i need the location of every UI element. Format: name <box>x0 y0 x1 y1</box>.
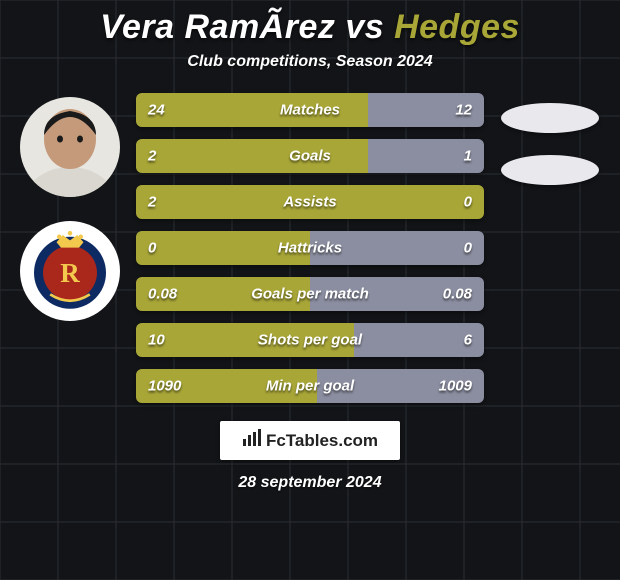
stat-row: 2 Assists 0 <box>136 185 484 219</box>
footer-date: 28 september 2024 <box>238 474 381 492</box>
stat-value-right: 6 <box>464 332 472 349</box>
logo-text: FcTables.com <box>266 431 378 451</box>
comparison-subtitle: Club competitions, Season 2024 <box>0 53 620 71</box>
stat-row: 0.08 Goals per match 0.08 <box>136 277 484 311</box>
stat-row: 10 Shots per goal 6 <box>136 323 484 357</box>
stat-row: 2 Goals 1 <box>136 139 484 173</box>
stat-value-right: 1 <box>464 148 472 165</box>
stat-label: Assists <box>283 194 336 211</box>
stat-value-right: 1009 <box>439 378 472 395</box>
stat-row: 1090 Min per goal 1009 <box>136 369 484 403</box>
stats-column: 24Matches122Goals12Assists00Hattricks00.… <box>130 89 490 403</box>
comparison-title: Vera RamÃ­rez vs Hedges <box>0 8 620 47</box>
stat-row: 0 Hattricks 0 <box>136 231 484 265</box>
main-row: R 24Matches122Goals12Assists00Hattricks0… <box>0 89 620 403</box>
stat-value-right: 0 <box>464 194 472 211</box>
stat-value-right: 0 <box>464 240 472 257</box>
stat-value-right: 12 <box>455 102 472 119</box>
stat-bar-left <box>136 139 368 173</box>
placeholder-ellipse <box>501 155 599 185</box>
stat-label: Matches <box>280 102 340 119</box>
placeholder-ellipse <box>501 103 599 133</box>
stat-value-left: 0.08 <box>148 286 177 303</box>
footer: FcTables.com 28 september 2024 <box>0 421 620 492</box>
fctables-logo[interactable]: FcTables.com <box>220 421 400 460</box>
stat-label: Min per goal <box>266 378 354 395</box>
stat-label: Shots per goal <box>258 332 362 349</box>
stat-value-left: 2 <box>148 148 156 165</box>
ellipses-column <box>490 89 610 207</box>
stat-label: Goals per match <box>251 286 369 303</box>
chart-bars-icon <box>242 429 262 452</box>
content-wrapper: Vera RamÃ­rez vs Hedges Club competition… <box>0 0 620 580</box>
avatars-column: R <box>10 89 130 345</box>
title-player2: Hedges <box>394 8 520 46</box>
stat-value-left: 2 <box>148 194 156 211</box>
stat-label: Hattricks <box>278 240 342 257</box>
player1-avatar <box>20 97 120 197</box>
svg-text:R: R <box>60 258 80 288</box>
stat-value-right: 0.08 <box>443 286 472 303</box>
title-player1: Vera RamÃ­rez vs <box>100 8 394 46</box>
club-crest: R <box>20 221 120 321</box>
stat-value-left: 1090 <box>148 378 181 395</box>
stat-value-left: 24 <box>148 102 165 119</box>
stat-label: Goals <box>289 148 331 165</box>
stat-value-left: 10 <box>148 332 165 349</box>
stat-row: 24 Matches 12 <box>136 93 484 127</box>
stat-value-left: 0 <box>148 240 156 257</box>
